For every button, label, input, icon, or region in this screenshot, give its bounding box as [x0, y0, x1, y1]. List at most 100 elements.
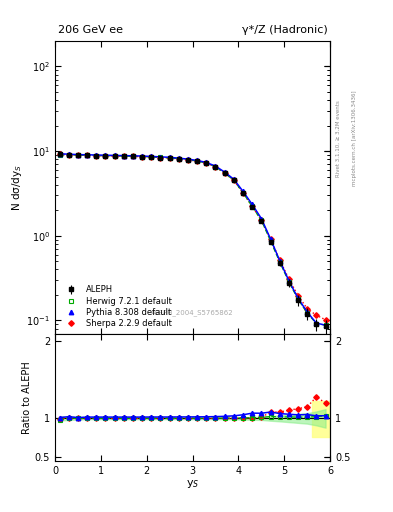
Herwig 7.2.1 default: [277, 259, 282, 265]
Pythia 8.308 default: [296, 295, 300, 301]
Pythia 8.308 default: [250, 201, 255, 207]
Herwig 7.2.1 default: [222, 170, 227, 176]
X-axis label: y$_S$: y$_S$: [186, 478, 199, 490]
Herwig 7.2.1 default: [296, 296, 300, 302]
Pythia 8.308 default: [130, 153, 135, 159]
Y-axis label: Ratio to ALEPH: Ratio to ALEPH: [22, 361, 32, 434]
Sherpa 2.2.9 default: [112, 153, 117, 159]
Herwig 7.2.1 default: [314, 321, 319, 327]
Herwig 7.2.1 default: [112, 153, 117, 159]
Pythia 8.308 default: [176, 155, 181, 161]
Sherpa 2.2.9 default: [296, 292, 300, 298]
Sherpa 2.2.9 default: [213, 164, 218, 170]
Herwig 7.2.1 default: [57, 152, 62, 158]
Sherpa 2.2.9 default: [231, 178, 236, 184]
Pythia 8.308 default: [140, 153, 145, 159]
Pythia 8.308 default: [231, 176, 236, 182]
Herwig 7.2.1 default: [103, 153, 108, 159]
Herwig 7.2.1 default: [286, 279, 291, 285]
Sherpa 2.2.9 default: [286, 276, 291, 282]
Herwig 7.2.1 default: [204, 160, 209, 166]
Pythia 8.308 default: [213, 163, 218, 169]
Text: Rivet 3.1.10, ≥ 3.2M events: Rivet 3.1.10, ≥ 3.2M events: [336, 100, 341, 177]
Herwig 7.2.1 default: [231, 177, 236, 183]
Herwig 7.2.1 default: [213, 164, 218, 170]
Pythia 8.308 default: [57, 151, 62, 157]
Herwig 7.2.1 default: [121, 153, 126, 159]
Pythia 8.308 default: [66, 151, 71, 157]
Herwig 7.2.1 default: [167, 155, 172, 161]
Sherpa 2.2.9 default: [121, 153, 126, 159]
Sherpa 2.2.9 default: [103, 153, 108, 159]
Herwig 7.2.1 default: [75, 152, 80, 158]
Text: mcplots.cern.ch [arXiv:1306.3436]: mcplots.cern.ch [arXiv:1306.3436]: [352, 91, 357, 186]
Sherpa 2.2.9 default: [277, 257, 282, 263]
Sherpa 2.2.9 default: [75, 152, 80, 158]
Herwig 7.2.1 default: [268, 238, 273, 244]
Sherpa 2.2.9 default: [57, 152, 62, 158]
Sherpa 2.2.9 default: [167, 155, 172, 161]
Pythia 8.308 default: [85, 152, 90, 158]
Pythia 8.308 default: [305, 309, 310, 315]
Sherpa 2.2.9 default: [176, 156, 181, 162]
Line: Pythia 8.308 default: Pythia 8.308 default: [57, 152, 328, 327]
Text: γ*/Z (Hadronic): γ*/Z (Hadronic): [242, 25, 327, 35]
Herwig 7.2.1 default: [94, 153, 99, 159]
Sherpa 2.2.9 default: [85, 153, 90, 159]
Sherpa 2.2.9 default: [185, 157, 190, 163]
Sherpa 2.2.9 default: [323, 316, 328, 323]
Pythia 8.308 default: [286, 278, 291, 284]
Pythia 8.308 default: [259, 216, 264, 222]
Line: Sherpa 2.2.9 default: Sherpa 2.2.9 default: [58, 153, 327, 322]
Herwig 7.2.1 default: [140, 154, 145, 160]
Pythia 8.308 default: [94, 152, 99, 158]
Pythia 8.308 default: [222, 169, 227, 175]
Sherpa 2.2.9 default: [314, 312, 319, 318]
Sherpa 2.2.9 default: [259, 217, 264, 223]
Herwig 7.2.1 default: [66, 152, 71, 158]
Pythia 8.308 default: [185, 156, 190, 162]
Pythia 8.308 default: [75, 152, 80, 158]
Sherpa 2.2.9 default: [94, 153, 99, 159]
Herwig 7.2.1 default: [176, 156, 181, 162]
Herwig 7.2.1 default: [241, 190, 245, 196]
Pythia 8.308 default: [204, 159, 209, 165]
Herwig 7.2.1 default: [130, 153, 135, 159]
Pythia 8.308 default: [323, 322, 328, 328]
Herwig 7.2.1 default: [259, 217, 264, 223]
Herwig 7.2.1 default: [250, 203, 255, 209]
Pythia 8.308 default: [112, 153, 117, 159]
Sherpa 2.2.9 default: [130, 154, 135, 160]
Sherpa 2.2.9 default: [268, 236, 273, 242]
Sherpa 2.2.9 default: [241, 190, 245, 196]
Sherpa 2.2.9 default: [250, 203, 255, 209]
Pythia 8.308 default: [167, 154, 172, 160]
Pythia 8.308 default: [158, 154, 163, 160]
Pythia 8.308 default: [277, 258, 282, 264]
Herwig 7.2.1 default: [158, 155, 163, 161]
Line: Herwig 7.2.1 default: Herwig 7.2.1 default: [57, 153, 328, 327]
Herwig 7.2.1 default: [195, 158, 200, 164]
Herwig 7.2.1 default: [323, 322, 328, 328]
Text: 206 GeV ee: 206 GeV ee: [58, 25, 123, 35]
Herwig 7.2.1 default: [185, 157, 190, 163]
Sherpa 2.2.9 default: [66, 152, 71, 158]
Herwig 7.2.1 default: [149, 154, 154, 160]
Herwig 7.2.1 default: [85, 152, 90, 158]
Y-axis label: N dσ/dy$_S$: N dσ/dy$_S$: [9, 164, 24, 211]
Sherpa 2.2.9 default: [305, 306, 310, 312]
Sherpa 2.2.9 default: [149, 154, 154, 160]
Sherpa 2.2.9 default: [140, 154, 145, 160]
Pythia 8.308 default: [121, 153, 126, 159]
Sherpa 2.2.9 default: [222, 170, 227, 176]
Sherpa 2.2.9 default: [158, 155, 163, 161]
Pythia 8.308 default: [195, 157, 200, 163]
Pythia 8.308 default: [103, 152, 108, 158]
Herwig 7.2.1 default: [305, 310, 310, 316]
Sherpa 2.2.9 default: [195, 158, 200, 164]
Legend: ALEPH, Herwig 7.2.1 default, Pythia 8.308 default, Sherpa 2.2.9 default: ALEPH, Herwig 7.2.1 default, Pythia 8.30…: [59, 284, 173, 329]
Pythia 8.308 default: [314, 320, 319, 326]
Pythia 8.308 default: [268, 236, 273, 242]
Sherpa 2.2.9 default: [204, 160, 209, 166]
Pythia 8.308 default: [241, 188, 245, 195]
